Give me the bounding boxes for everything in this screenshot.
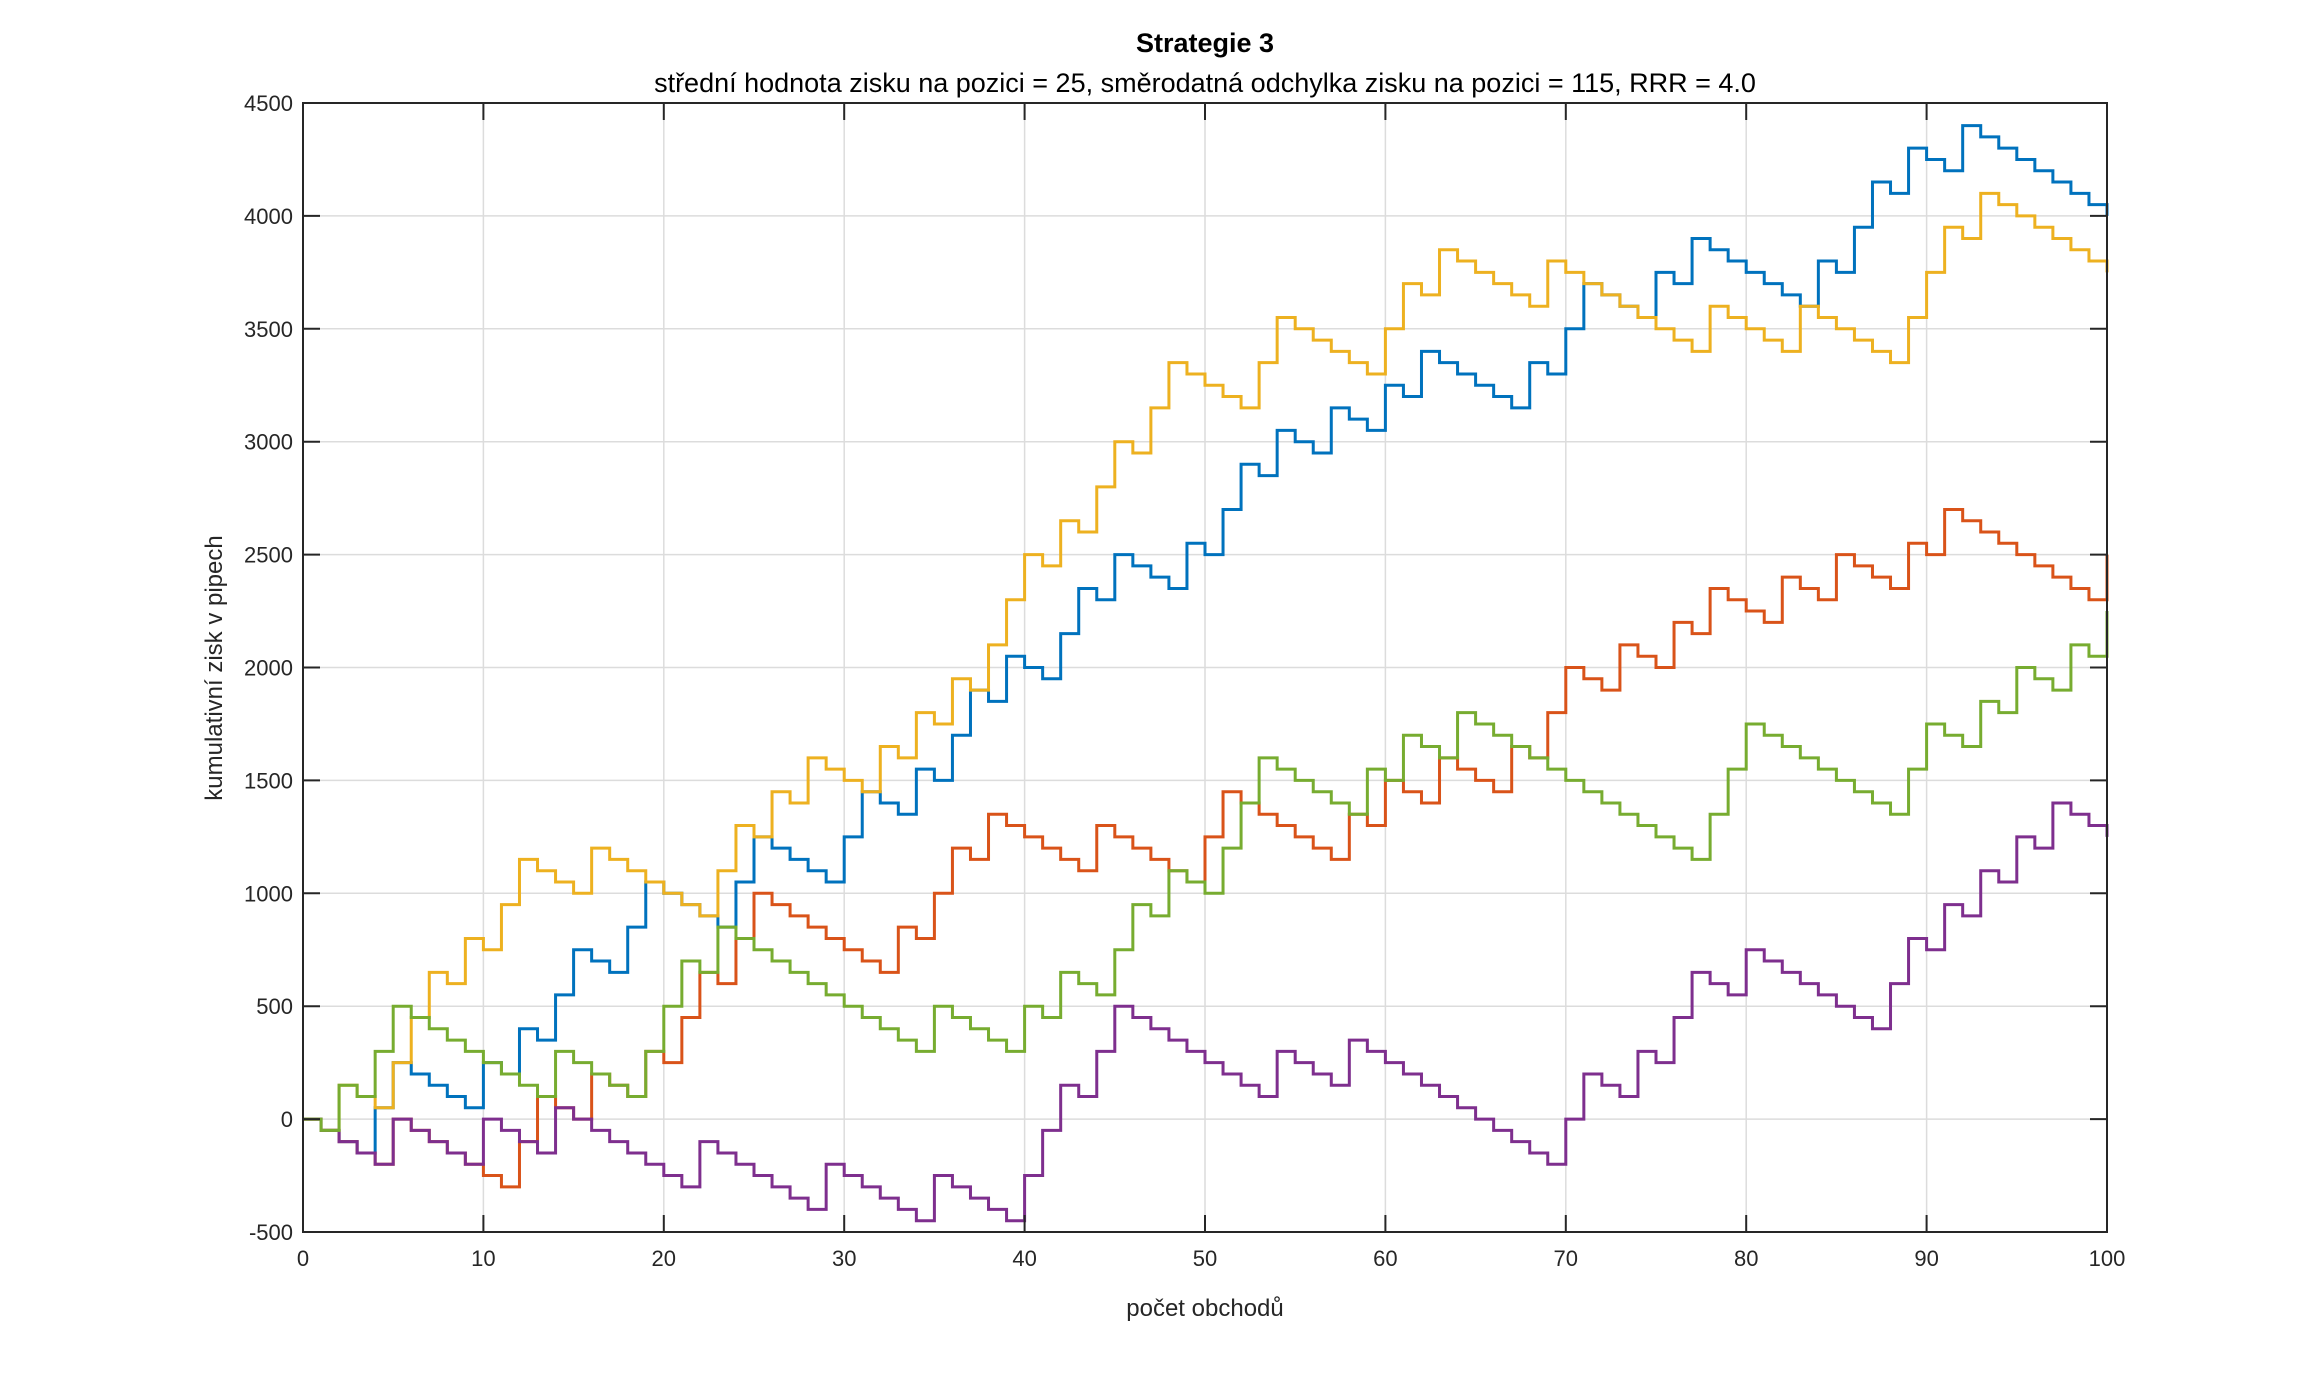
y-tick-label: 4000 [244, 204, 293, 229]
y-tick-label: -500 [249, 1220, 293, 1245]
y-tick-label: 3000 [244, 430, 293, 455]
axis-ticks [302, 102, 2108, 1233]
y-tick-labels: -500 0 500 1000 1500 2000 2500 3000 3500 4000 4500 [244, 91, 293, 1245]
x-axis-label: počet obchodů [1126, 1295, 1283, 1322]
x-tick-label: 80 [1734, 1246, 1758, 1271]
x-tick-label: 60 [1373, 1246, 1397, 1271]
series-line-4 [303, 801, 2109, 1223]
y-tick-label: 1500 [244, 768, 293, 793]
y-tick-label: 4500 [244, 91, 293, 116]
series-line-3 [303, 191, 2109, 1132]
x-tick-label: 10 [471, 1246, 495, 1271]
x-tick-label: 40 [1012, 1246, 1036, 1271]
y-axis-label: kumulativní zisk v pipech [201, 535, 228, 800]
chart-title: Strategie 3 [1136, 28, 1274, 58]
x-tick-label: 90 [1914, 1246, 1938, 1271]
y-tick-label: 0 [281, 1107, 293, 1132]
y-tick-label: 1000 [244, 881, 293, 906]
y-tick-label: 3500 [244, 317, 293, 342]
y-tick-label: 500 [256, 994, 293, 1019]
x-tick-labels: 0 10 20 30 40 50 60 70 80 90 100 [297, 1246, 2125, 1271]
y-tick-label: 2000 [244, 656, 293, 681]
chart-subtitle: střední hodnota zisku na pozici = 25, sm… [654, 68, 1756, 98]
series-group [303, 124, 2109, 1223]
x-tick-label: 50 [1193, 1246, 1217, 1271]
x-tick-label: 30 [832, 1246, 856, 1271]
series-line-5 [303, 611, 2109, 1132]
x-tick-label: 20 [652, 1246, 676, 1271]
x-tick-label: 0 [297, 1246, 309, 1271]
x-tick-label: 70 [1554, 1246, 1578, 1271]
y-tick-label: 2500 [244, 543, 293, 568]
x-tick-label: 100 [2089, 1246, 2126, 1271]
